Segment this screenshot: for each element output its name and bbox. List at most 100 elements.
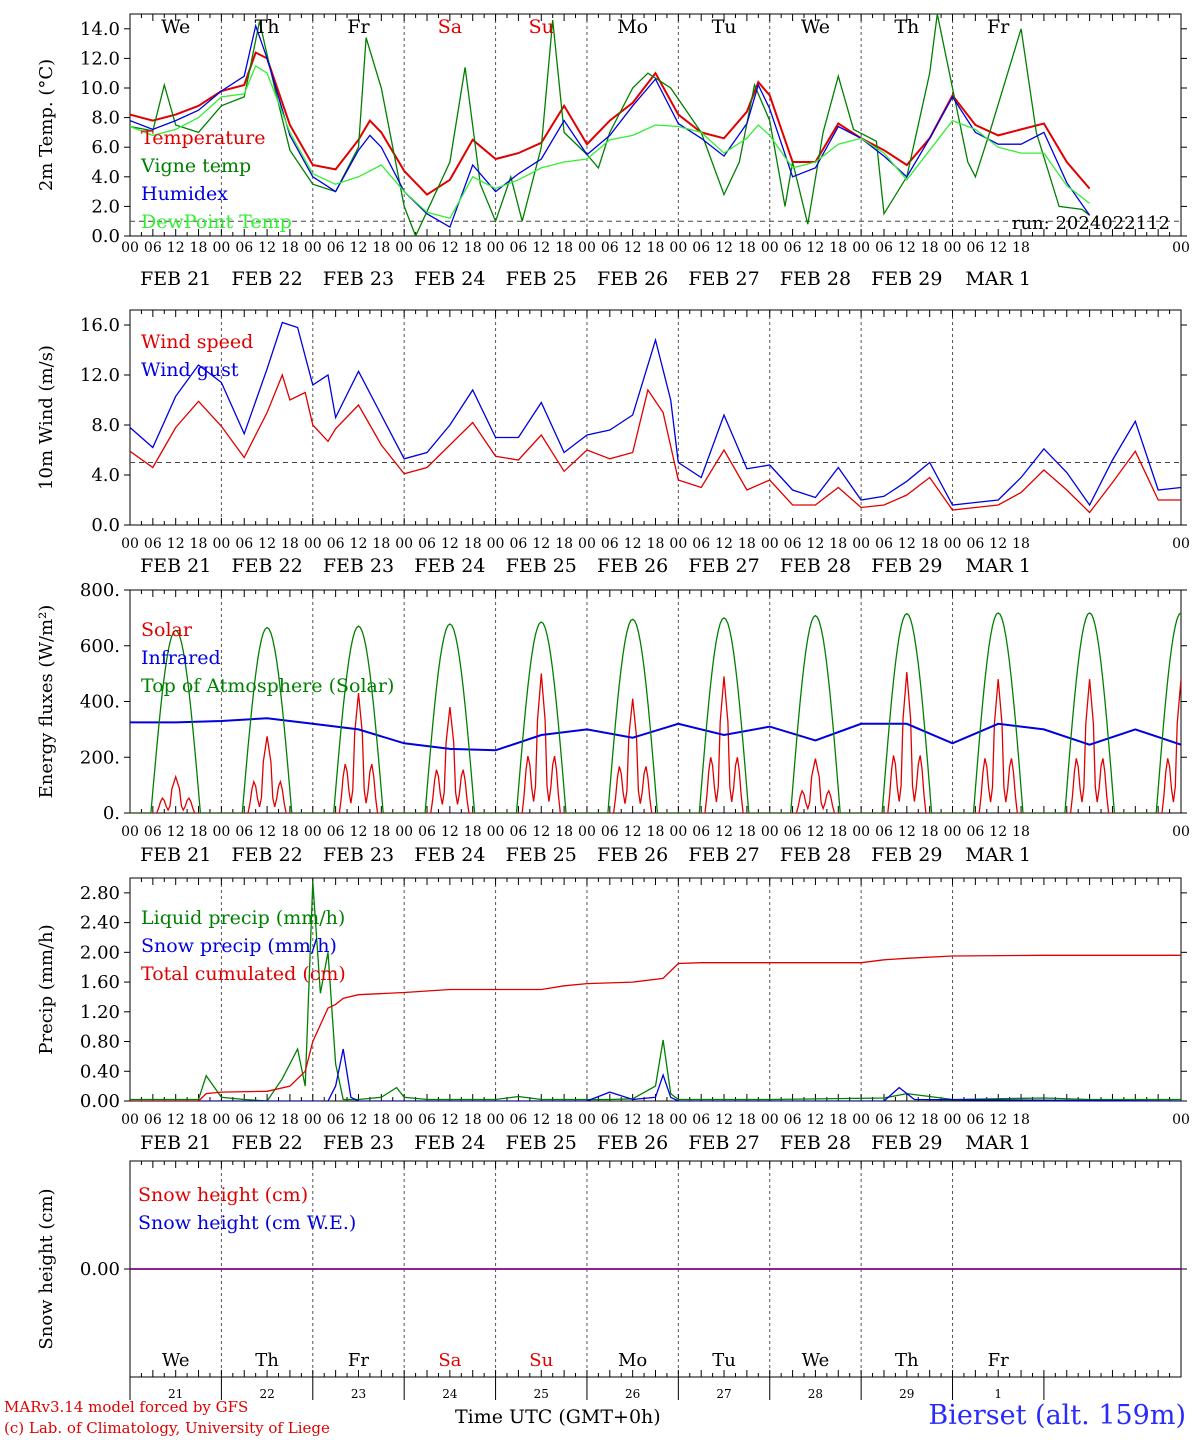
series-line-wind-speed (130, 373, 1181, 514)
hour-tick-label: 12 (807, 536, 825, 552)
hour-tick-label: 18 (190, 536, 208, 552)
hour-tick-label: 00 (487, 536, 505, 552)
panel-2: 0.0 4.0 8.0 12.0 16.0 10m Wind (m/s) Wind spee… (36, 309, 1190, 577)
hour-tick-label: 18 (464, 824, 482, 840)
hour-tick-label: 00 (669, 240, 687, 256)
date-label: FEB 22 (231, 268, 302, 290)
y-tick-label: 4.0 (91, 167, 120, 188)
weekday-label: We (801, 16, 830, 38)
hour-tick-label: 00 (578, 240, 596, 256)
date-label: FEB 28 (780, 844, 851, 866)
hour-tick-label: 00 (578, 536, 596, 552)
weekday-label: Th (895, 1350, 919, 1371)
legend-entry: Vigne temp (140, 155, 251, 177)
y-tick-label: 2.80 (80, 883, 120, 904)
hour-tick-label: 06 (875, 1112, 893, 1128)
panel-5: 0.00 Snow height (cm) Snow height (cm) Snow… (36, 1160, 1187, 1378)
legend-entry: Snow precip (mm/h) (141, 935, 337, 957)
credit-line-2: (c) Lab. of Climatology, University of L… (4, 1419, 330, 1437)
series-line-snow-precip-mm-h- (130, 1048, 1181, 1101)
hour-tick-label: 00 (304, 1112, 322, 1128)
hour-tick-label: 06 (144, 240, 162, 256)
date-label: FEB 27 (688, 268, 759, 290)
hour-tick-label: 18 (555, 240, 573, 256)
day-number-label: 22 (259, 1387, 274, 1401)
hour-tick-label: 12 (989, 536, 1007, 552)
hour-tick-label: 18 (372, 240, 390, 256)
date-label: FEB 24 (414, 1132, 485, 1154)
hour-tick-label: 12 (258, 240, 276, 256)
hour-tick-label: 12 (350, 824, 368, 840)
hour-tick-label: 00 (121, 536, 139, 552)
hour-tick-label: 00 (395, 1112, 413, 1128)
y-tick-label: 0.00 (80, 1091, 120, 1112)
panel-4: 0.00 0.40 0.80 1.20 1.60 2.00 2.40 2.80 Precip (… (36, 877, 1190, 1154)
date-label: FEB 29 (871, 844, 942, 866)
day-number-label: 23 (351, 1387, 366, 1401)
hour-tick-label: 06 (509, 240, 527, 256)
hour-tick-label: 06 (875, 240, 893, 256)
hour-tick-label: 06 (692, 240, 710, 256)
hour-tick-label: 00 (1172, 1112, 1190, 1128)
hour-tick-label: 12 (167, 536, 185, 552)
hour-tick-label: 18 (190, 1112, 208, 1128)
hour-tick-label: 00 (669, 824, 687, 840)
date-label: MAR 1 (965, 1132, 1031, 1154)
hour-tick-label: 18 (281, 824, 299, 840)
hour-tick-label: 06 (509, 1112, 527, 1128)
y-tick-label: 12.0 (80, 48, 120, 69)
day-number-label: 27 (716, 1387, 731, 1401)
y-tick-label: 200. (80, 747, 120, 768)
hour-tick-label: 06 (875, 536, 893, 552)
day-number-label: 26 (625, 1387, 640, 1401)
hour-tick-label: 06 (327, 824, 345, 840)
hour-tick-label: 00 (944, 536, 962, 552)
weekday-label: Fr (987, 16, 1010, 38)
legend-entry: Liquid precip (mm/h) (141, 907, 345, 929)
hour-tick-label: 12 (441, 536, 459, 552)
hour-tick-label: 06 (509, 536, 527, 552)
date-label: FEB 23 (323, 1132, 394, 1154)
hour-tick-label: 06 (784, 1112, 802, 1128)
hour-tick-label: 12 (898, 1112, 916, 1128)
hour-tick-label: 06 (601, 824, 619, 840)
date-label: FEB 21 (140, 268, 211, 290)
date-label: FEB 25 (506, 555, 577, 577)
date-label: FEB 25 (506, 844, 577, 866)
hour-tick-label: 18 (190, 824, 208, 840)
hour-tick-label: 18 (921, 536, 939, 552)
hour-tick-label: 18 (647, 1112, 665, 1128)
hour-tick-label: 12 (258, 824, 276, 840)
hour-tick-label: 00 (121, 240, 139, 256)
hour-tick-label: 18 (1012, 536, 1030, 552)
y-tick-label: 14.0 (80, 19, 120, 40)
hour-tick-label: 18 (464, 240, 482, 256)
legend-entry: Solar (141, 619, 193, 641)
y-tick-label: 0.0 (91, 515, 120, 536)
hour-tick-label: 00 (578, 1112, 596, 1128)
hour-tick-label: 12 (898, 240, 916, 256)
hour-tick-label: 06 (235, 1112, 253, 1128)
hour-tick-label: 06 (509, 824, 527, 840)
legend-entry: Infrared (141, 647, 221, 669)
date-label: FEB 23 (323, 844, 394, 866)
hour-tick-label: 00 (944, 240, 962, 256)
hour-tick-label: 06 (601, 240, 619, 256)
hour-tick-label: 06 (418, 536, 436, 552)
series-line-top-of-atmosphere-solar- (130, 612, 1181, 813)
hour-tick-label: 06 (327, 1112, 345, 1128)
date-label: FEB 26 (597, 844, 668, 866)
date-label: MAR 1 (965, 555, 1031, 577)
date-label: FEB 23 (323, 555, 394, 577)
series-line-dewpoint-temp (130, 64, 1090, 219)
y-axis-label: 2m Temp. (°C) (36, 59, 57, 191)
hour-tick-label: 18 (829, 1112, 847, 1128)
weekday-label: Th (255, 1350, 279, 1371)
y-tick-label: 400. (80, 692, 120, 713)
legend-entry: Humidex (141, 183, 228, 205)
date-label: FEB 28 (780, 555, 851, 577)
date-label: MAR 1 (965, 844, 1031, 866)
weekday-label: Fr (348, 1350, 369, 1371)
y-tick-label: 0.40 (80, 1061, 120, 1082)
date-label: FEB 27 (688, 844, 759, 866)
